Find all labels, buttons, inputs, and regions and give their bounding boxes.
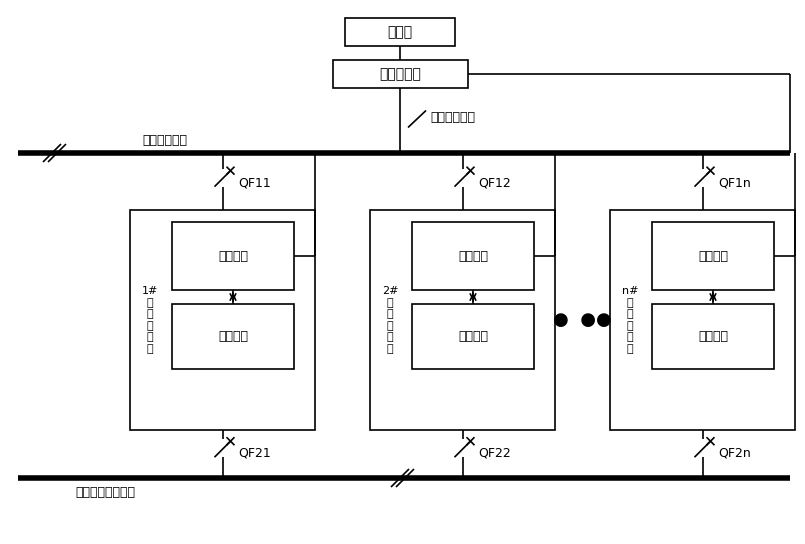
Text: ●  ●●: ● ●● — [553, 311, 612, 329]
Text: n#
高
压
变
频
器: n# 高 压 变 频 器 — [621, 286, 638, 354]
Text: 主控制板: 主控制板 — [698, 250, 728, 263]
Text: 岸电电源供电母线: 岸电电源供电母线 — [75, 485, 135, 498]
Text: QF1n: QF1n — [719, 176, 751, 189]
Bar — [130, 210, 315, 430]
Text: QF2n: QF2n — [719, 447, 751, 460]
Text: QF21: QF21 — [238, 447, 271, 460]
Bar — [652, 304, 774, 369]
Text: QF22: QF22 — [478, 447, 511, 460]
Text: 功率单元: 功率单元 — [218, 330, 248, 343]
Text: 1#
高
压
变
频
器: 1# 高 压 变 频 器 — [142, 286, 159, 354]
Bar — [652, 222, 774, 290]
Bar — [345, 18, 455, 46]
Text: 多路单膜光纤: 多路单膜光纤 — [430, 111, 475, 124]
Text: 主控制板: 主控制板 — [458, 250, 488, 263]
Bar — [172, 304, 294, 369]
Bar — [412, 222, 534, 290]
Bar — [370, 210, 555, 430]
Bar — [332, 60, 468, 88]
Text: 输入高压母线: 输入高压母线 — [142, 134, 188, 147]
Text: 2#
高
压
变
频
器: 2# 高 压 变 频 器 — [382, 286, 398, 354]
Bar — [172, 222, 294, 290]
Bar — [412, 304, 534, 369]
Text: QF11: QF11 — [238, 176, 271, 189]
Text: 信号调制板: 信号调制板 — [379, 67, 421, 81]
Bar — [610, 210, 795, 430]
Text: 触摸屏: 触摸屏 — [387, 25, 413, 39]
Text: 功率单元: 功率单元 — [458, 330, 488, 343]
Text: 主控制板: 主控制板 — [218, 250, 248, 263]
Text: QF12: QF12 — [478, 176, 511, 189]
Text: 功率单元: 功率单元 — [698, 330, 728, 343]
